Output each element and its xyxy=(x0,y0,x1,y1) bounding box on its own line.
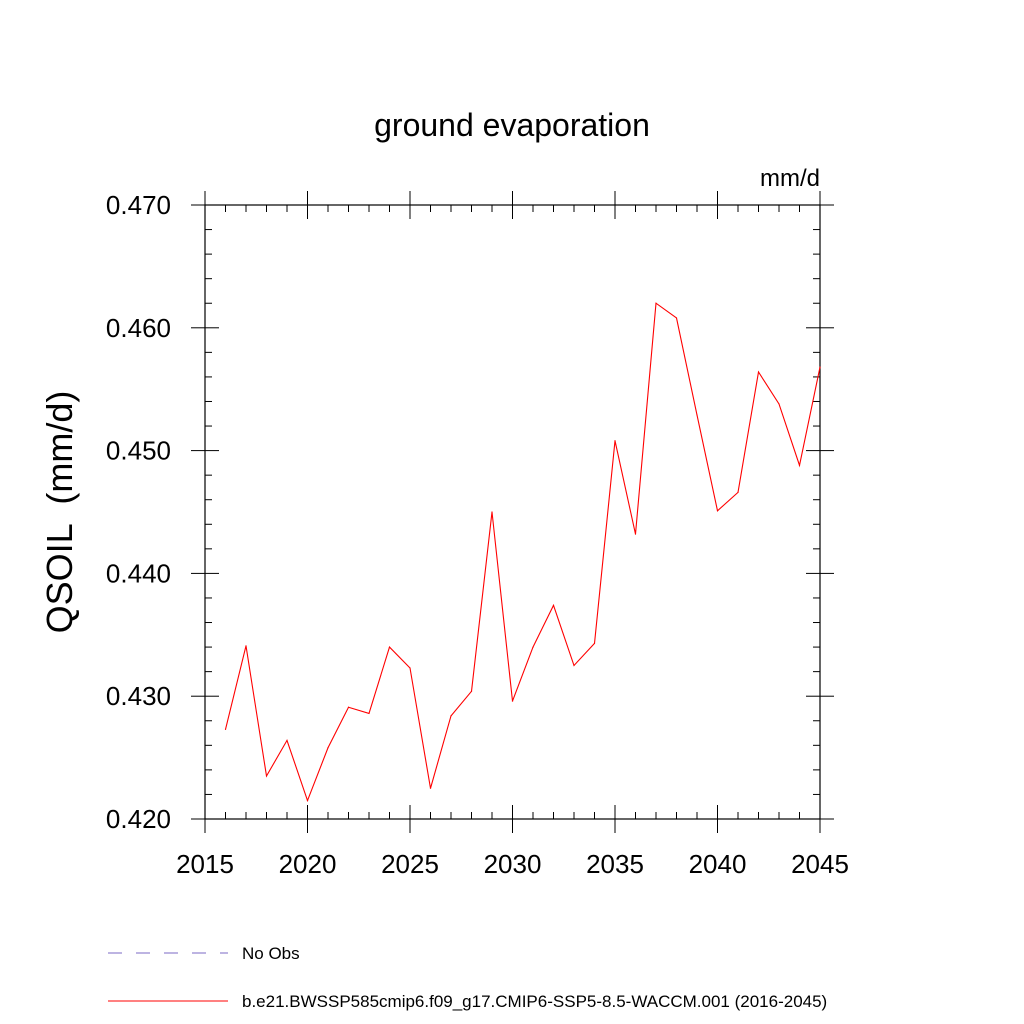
x-tick-label: 2035 xyxy=(586,849,644,879)
legend-label-model: b.e21.BWSSP585cmip6.f09_g17.CMIP6-SSP5-8… xyxy=(242,992,827,1011)
data-point xyxy=(388,646,391,648)
data-point xyxy=(532,646,534,648)
data-point xyxy=(778,403,780,405)
data-point xyxy=(593,642,596,644)
axis-tick-labels: 2015 2020 2025 2030 2035 2040 2045 0.420 0.430 0.… xyxy=(106,190,849,879)
data-point xyxy=(286,739,288,742)
y-axis-label: QSOIL (mm/d) xyxy=(39,391,80,634)
data-point xyxy=(327,747,329,749)
data-point xyxy=(614,440,616,442)
data-point xyxy=(819,366,821,368)
chart-title: ground evaporation xyxy=(374,107,650,143)
data-point xyxy=(511,700,514,702)
y-tick-label: 0.430 xyxy=(106,681,171,711)
data-point xyxy=(306,799,309,802)
legend-label-no-obs: No Obs xyxy=(242,944,300,963)
data-point xyxy=(245,645,247,647)
data-point xyxy=(265,775,268,777)
data-point xyxy=(737,491,739,493)
series-line xyxy=(224,302,821,803)
x-tick-label: 2025 xyxy=(381,849,439,879)
data-point xyxy=(224,728,227,730)
y-tick-label: 0.450 xyxy=(106,436,171,466)
data-point xyxy=(696,414,698,416)
data-point xyxy=(450,715,452,717)
data-point xyxy=(491,511,493,513)
data-point xyxy=(655,302,657,304)
x-tick-label: 2020 xyxy=(279,849,337,879)
data-point xyxy=(470,690,473,692)
series-layer xyxy=(224,302,821,803)
data-point xyxy=(634,533,637,535)
data-point xyxy=(798,464,801,466)
data-point xyxy=(716,510,719,512)
data-point xyxy=(552,604,555,606)
y-tick-label: 0.420 xyxy=(106,804,171,834)
data-point xyxy=(757,371,760,373)
x-tick-label: 2040 xyxy=(689,849,747,879)
y-tick-label: 0.460 xyxy=(106,313,171,343)
units-label: mm/d xyxy=(760,165,820,192)
legend: No Obs b.e21.BWSSP585cmip6.f09_g17.CMIP6… xyxy=(108,944,827,1011)
data-point xyxy=(368,712,370,714)
data-point xyxy=(573,664,575,667)
data-point xyxy=(675,317,678,319)
data-point xyxy=(347,706,350,708)
data-point xyxy=(409,667,411,669)
y-tick-label: 0.440 xyxy=(106,558,171,588)
x-tick-label: 2045 xyxy=(791,849,849,879)
data-point xyxy=(429,787,432,789)
y-tick-label: 0.470 xyxy=(106,190,171,220)
axis-ticks xyxy=(191,191,834,833)
x-tick-label: 2030 xyxy=(484,849,542,879)
plot-frame xyxy=(204,204,821,820)
x-tick-label: 2015 xyxy=(176,849,234,879)
